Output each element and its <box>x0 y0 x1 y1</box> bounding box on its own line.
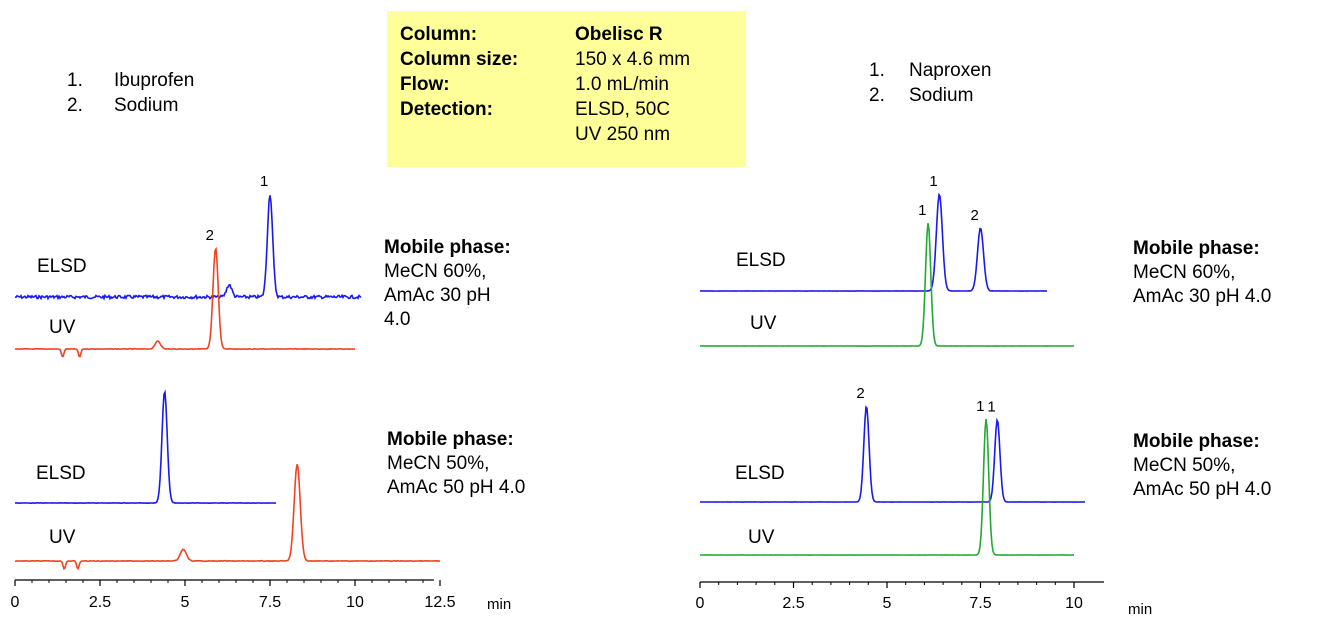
info-label: Column: <box>400 23 478 45</box>
trace-elsd-right-2 <box>699 405 1086 503</box>
elsd-label: ELSD <box>735 463 785 484</box>
elsd-label: ELSD <box>36 463 86 484</box>
mobile-phase-line: AmAc 50 pH 4.0 <box>387 477 526 498</box>
info-row: Flow: 1.0 mL/min <box>400 72 746 97</box>
x-tick-label: 12.5 <box>424 594 455 611</box>
trace-uv-left-1 <box>14 246 356 358</box>
x-tick-label: 2.5 <box>782 595 804 612</box>
legend-number: 2. <box>67 95 83 116</box>
legend-item: 1. Naproxen <box>869 58 991 83</box>
x-tick-label: 5 <box>181 594 190 611</box>
info-label: Detection: <box>400 98 493 120</box>
x-tick-label: 2.5 <box>89 594 111 611</box>
peak-label: 2 <box>856 385 864 402</box>
x-tick-label: 7.5 <box>259 594 281 611</box>
info-row: Column size: 150 x 4.6 mm <box>400 47 746 72</box>
legend-number: 2. <box>869 85 885 106</box>
peak-label: 2 <box>206 227 214 244</box>
method-info-box: Column: Obelisc R Column size: 150 x 4.6… <box>387 11 746 167</box>
info-label: Column size: <box>400 48 519 70</box>
x-tick-label: 10 <box>1065 595 1083 612</box>
peak-label: 1 <box>918 202 926 219</box>
info-row: Detection: ELSD, 50C <box>400 97 746 122</box>
mobile-phase-right-top: Mobile phase: MeCN 60%, AmAc 30 pH 4.0 <box>1133 237 1271 309</box>
peak-label: 1 <box>929 173 937 190</box>
legend-item: 2. Sodium <box>869 83 991 108</box>
x-tick-label: 0 <box>11 594 20 611</box>
elsd-label: ELSD <box>736 250 786 271</box>
mobile-phase-line: AmAc 50 pH 4.0 <box>1133 479 1272 500</box>
left-compound-legend: 1. Ibuprofen 2. Sodium <box>67 68 194 118</box>
peak-label: 1 <box>976 398 984 415</box>
uv-label: UV <box>49 527 76 548</box>
info-value: 150 x 4.6 mm <box>575 48 691 70</box>
uv-label: UV <box>748 527 775 548</box>
right-compound-legend: 1. Naproxen 2. Sodium <box>869 58 991 108</box>
mobile-phase-line: MeCN 50%, <box>387 453 490 474</box>
trace-elsd-left-0 <box>14 195 362 301</box>
x-tick-label: 7.5 <box>969 595 991 612</box>
info-value: UV 250 nm <box>575 123 671 145</box>
info-value: 1.0 mL/min <box>575 73 669 95</box>
legend-name: Ibuprofen <box>114 70 195 91</box>
mobile-phase-heading: Mobile phase: <box>384 237 511 258</box>
mobile-phase-line: MeCN 60%, <box>1133 262 1236 283</box>
x-axis-unit-label: min <box>487 596 511 613</box>
legend-number: 1. <box>869 60 885 81</box>
peak-label: 2 <box>971 207 979 224</box>
mobile-phase-heading: Mobile phase: <box>387 429 514 450</box>
legend-item: 2. Sodium <box>67 93 194 118</box>
info-label: Flow: <box>400 73 450 95</box>
mobile-phase-left-top: Mobile phase: MeCN 60%, AmAc 30 pH 4.0 <box>384 236 511 332</box>
info-row: UV 250 nm <box>400 122 746 147</box>
info-row: Column: Obelisc R <box>400 22 746 47</box>
info-value: ELSD, 50C <box>575 98 671 120</box>
left-chromatogram: 1 2 0 2.5 5 7.5 10 12.5 min <box>11 173 512 613</box>
mobile-phase-left-bottom: Mobile phase: MeCN 50%, AmAc 50 pH 4.0 <box>387 428 525 500</box>
legend-name: Naproxen <box>909 60 992 81</box>
trace-uv-left-3 <box>14 464 441 571</box>
trace-uv-right-3 <box>700 418 1074 556</box>
x-tick-label: 0 <box>696 595 705 612</box>
info-value: Obelisc R <box>575 23 663 45</box>
uv-label: UV <box>49 317 76 338</box>
x-axis-unit-label: min <box>1128 601 1152 617</box>
mobile-phase-line: AmAc 30 pH 4.0 <box>1133 286 1272 307</box>
mobile-phase-line: MeCN 50%, <box>1133 455 1236 476</box>
mobile-phase-heading: Mobile phase: <box>1133 238 1260 259</box>
trace-uv-right-1 <box>699 223 1075 347</box>
trace-elsd-right-0 <box>699 192 1048 292</box>
x-tick-label: 5 <box>883 595 892 612</box>
legend-name: Sodium <box>909 85 974 106</box>
peak-label: 1 <box>987 399 995 416</box>
legend-name: Sodium <box>114 95 179 116</box>
mobile-phase-line: AmAc 30 pH <box>384 285 491 306</box>
mobile-phase-line: MeCN 60%, <box>384 261 487 282</box>
trace-elsd-left-2 <box>14 389 277 505</box>
mobile-phase-heading: Mobile phase: <box>1133 431 1260 452</box>
mobile-phase-right-bottom: Mobile phase: MeCN 50%, AmAc 50 pH 4.0 <box>1133 430 1271 502</box>
mobile-phase-line: 4.0 <box>384 309 411 330</box>
legend-item: 1. Ibuprofen <box>67 68 194 93</box>
elsd-label: ELSD <box>37 256 87 277</box>
x-tick-label: 10 <box>346 594 364 611</box>
uv-label: UV <box>750 313 777 334</box>
peak-label: 1 <box>260 173 268 190</box>
legend-number: 1. <box>67 70 83 91</box>
